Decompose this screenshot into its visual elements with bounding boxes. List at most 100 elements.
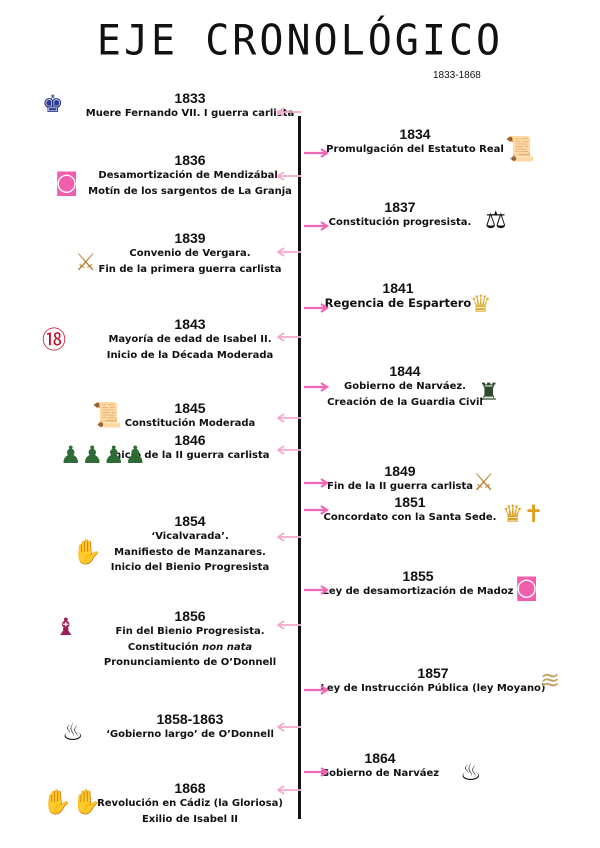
event-year: 1858-1863 bbox=[156, 711, 224, 727]
crossed-swords-icon: ⚔ bbox=[75, 248, 97, 276]
event-year: 1846 bbox=[174, 432, 206, 448]
event-description: Gobierno de Narváez. bbox=[343, 381, 466, 392]
arrow-right-icon bbox=[304, 767, 329, 777]
event-description: Inicio del Bienio Progresista bbox=[110, 562, 270, 573]
guard-icon: ♜ bbox=[478, 378, 500, 406]
crown-baby-icon: ♛ bbox=[470, 290, 492, 318]
event-year: 1843 bbox=[174, 316, 206, 332]
arrow-right-icon bbox=[304, 303, 329, 313]
event-description: Convenio de Vergara. bbox=[129, 248, 251, 259]
event-description: Desamortización de Mendizábal. bbox=[98, 170, 282, 181]
event-year: 1854 bbox=[174, 513, 206, 529]
event-description: Motín de los sargentos de La Granja bbox=[88, 185, 292, 197]
scales-icon: ⚖ bbox=[485, 206, 507, 234]
arrow-left-icon bbox=[276, 247, 301, 257]
event-year: 1841 bbox=[382, 280, 414, 296]
event-year: 1836 bbox=[174, 152, 206, 168]
event-year: 1833 bbox=[174, 90, 206, 106]
king-portrait-icon: ♚ bbox=[42, 90, 64, 118]
event-year: 1868 bbox=[174, 780, 206, 796]
timeline-event-1841: 1841 Regencia de Espartero bbox=[325, 280, 472, 312]
event-description: ‘Vicalvarada’. bbox=[151, 531, 229, 542]
crown-cross-podium-icon: ♛✝ bbox=[502, 500, 544, 528]
timeline-event-1854: 1854 ‘Vicalvarada’. Manifiesto de Manzanar… bbox=[111, 513, 269, 576]
timeline-event-1856: 1856 Fin del Bienio Progresista. Constituc… bbox=[104, 608, 276, 671]
arrow-left-icon bbox=[276, 332, 301, 342]
event-description: Promulgación del Estatuto Real bbox=[326, 144, 504, 155]
event-description: Fin del Bienio Progresista. bbox=[115, 626, 265, 637]
event-description: Ley de Instrucción Pública (ley Moyano) bbox=[320, 683, 546, 694]
arrow-left-icon bbox=[276, 171, 301, 181]
timeline-event-1839: 1839 Convenio de Vergara. Fin de la primer… bbox=[99, 230, 282, 277]
event-description: Mayoría de edad de Isabel II. bbox=[108, 334, 272, 345]
arrow-right-icon bbox=[304, 585, 329, 595]
page-title: EJE CRONOLÓGICO bbox=[96, 16, 504, 66]
arrow-left-icon bbox=[276, 413, 301, 423]
event-year: 1839 bbox=[174, 230, 206, 246]
timeline-event-1864: 1864 Gobierno de Narváez bbox=[321, 750, 439, 782]
age-13-candles-icon: ⑱ bbox=[42, 326, 66, 354]
handshake-icon: ✋ bbox=[72, 538, 102, 566]
timeline-event-1846: 1846 Inicio de la II guerra carlista bbox=[110, 432, 269, 464]
raised-hands-icon: ✋✋ bbox=[42, 788, 102, 816]
event-description: Pronunciamiento de O’Donnell bbox=[103, 657, 277, 668]
flame-crown-icon: ♨ bbox=[62, 718, 84, 746]
event-year: 1856 bbox=[174, 608, 206, 624]
event-description: Ley de desamortización de Madoz bbox=[322, 586, 514, 597]
event-year: 1851 bbox=[394, 494, 426, 510]
event-description: Fin de la primera guerra carlista bbox=[98, 263, 282, 275]
timeline-event-1844: 1844 Gobierno de Narváez. Creación de la G… bbox=[327, 363, 483, 410]
event-description: Revolución en Cádiz (la Gloriosa) bbox=[97, 798, 283, 809]
arrow-left-icon bbox=[276, 532, 301, 542]
event-year: 1855 bbox=[402, 568, 434, 584]
timeline-event-1843: 1843 Mayoría de edad de Isabel II. Inicio … bbox=[107, 316, 274, 363]
soldiers-icon: ♟♟♟♟ bbox=[60, 441, 147, 469]
arrow-right-icon bbox=[304, 221, 329, 231]
timeline-event-1837: 1837 Constitución progresista. bbox=[329, 199, 472, 231]
arrow-right-icon bbox=[304, 382, 329, 392]
timeline-event-1836: 1836 Desamortización de Mendizábal. Motín … bbox=[88, 152, 292, 199]
event-description: Constitución Moderada bbox=[124, 418, 256, 429]
arrow-left-icon bbox=[276, 107, 301, 117]
event-year: 1834 bbox=[399, 126, 431, 142]
timeline-event-1849: 1849 Fin de la II guerra carlista bbox=[327, 463, 473, 495]
event-year: 1857 bbox=[417, 665, 449, 681]
event-description: Constitución non nata bbox=[127, 641, 253, 653]
arrow-left-icon bbox=[276, 722, 301, 732]
timeline-event-1857: 1857 Ley de Instrucción Pública (ley Moya… bbox=[321, 665, 546, 697]
shopping-bag-icon: ◙ bbox=[55, 168, 79, 196]
event-description: Inicio de la Década Moderada bbox=[106, 349, 274, 361]
event-year: 1849 bbox=[384, 463, 416, 479]
event-year: 1864 bbox=[364, 750, 396, 766]
flame-crown-icon: ♨ bbox=[460, 758, 482, 786]
parchment-scroll-icon: 📜 bbox=[505, 135, 535, 163]
timeline-event-1851: 1851 Concordato con la Santa Sede. bbox=[324, 494, 497, 526]
arrow-left-icon bbox=[276, 785, 301, 795]
event-description: Manifiesto de Manzanares. bbox=[114, 546, 266, 558]
general-figure-icon: ♝ bbox=[55, 613, 77, 641]
timeline-event-1845: 1845 Constitución Moderada bbox=[125, 400, 256, 432]
event-description: Creación de la Guardia Civil bbox=[327, 396, 483, 408]
timeline-event-1868: 1868 Revolución en Cádiz (la Gloriosa) Exi… bbox=[97, 780, 283, 827]
event-description: Fin de la II guerra carlista bbox=[327, 481, 473, 492]
event-description: Exilio de Isabel II bbox=[141, 813, 239, 825]
arrow-left-icon bbox=[276, 445, 301, 455]
event-description: ‘Gobierno largo’ de O’Donnell bbox=[106, 729, 274, 740]
event-year: 1844 bbox=[389, 363, 421, 379]
parchment-scroll-icon: 📜 bbox=[92, 401, 122, 429]
timeline-axis bbox=[298, 116, 301, 819]
timeline-event-1855: 1855 Ley de desamortización de Madoz bbox=[322, 568, 513, 600]
event-description: Constitución progresista. bbox=[328, 217, 472, 228]
event-description: Gobierno de Narváez bbox=[320, 768, 440, 779]
event-description: Inicio de la II guerra carlista bbox=[110, 450, 270, 461]
event-year: 1837 bbox=[384, 199, 416, 215]
timeline-event-1858-1863: 1858-1863 ‘Gobierno largo’ de O’Donnell bbox=[106, 711, 274, 743]
event-year: 1845 bbox=[174, 400, 206, 416]
arrow-right-icon bbox=[304, 505, 329, 515]
event-description: Muere Fernando VII. I guerra carlista bbox=[85, 108, 295, 119]
arrow-left-icon bbox=[276, 620, 301, 630]
event-description: Concordato con la Santa Sede. bbox=[323, 512, 497, 523]
arrow-right-icon bbox=[304, 478, 329, 488]
arrow-right-icon bbox=[304, 148, 329, 158]
